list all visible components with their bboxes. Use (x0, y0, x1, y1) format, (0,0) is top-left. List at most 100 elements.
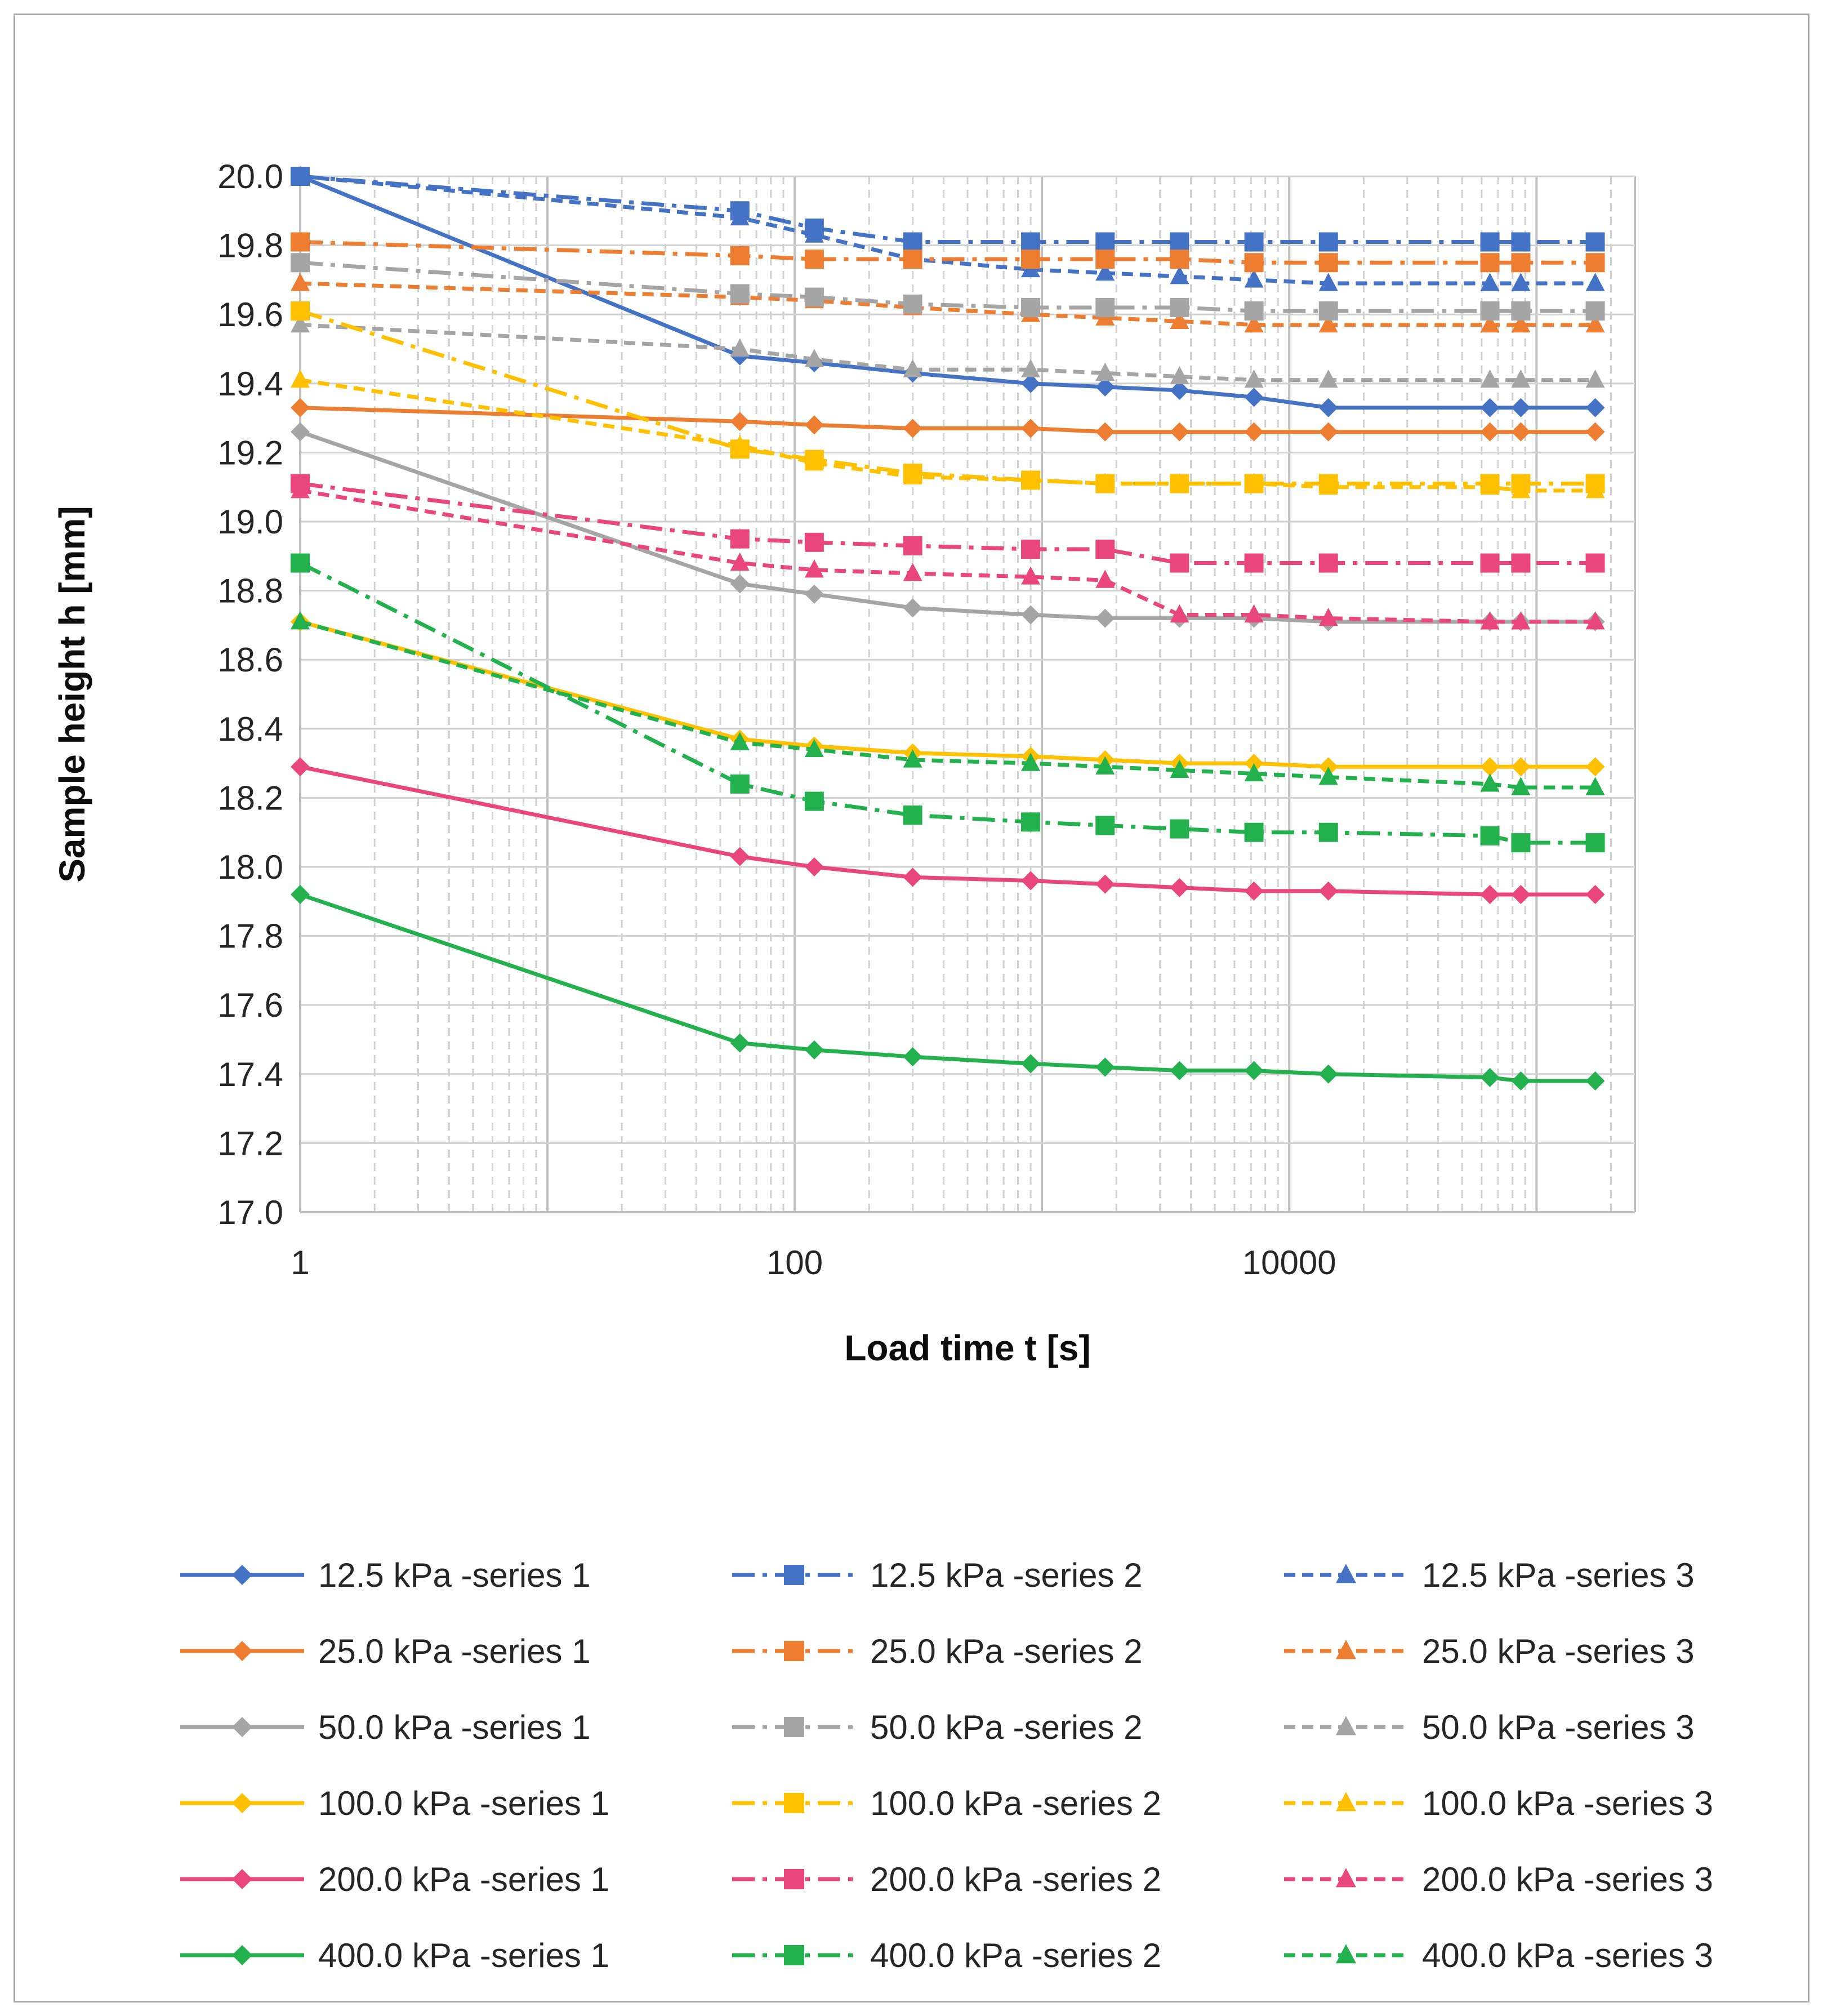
series-3 (291, 166, 1605, 291)
triangle-marker (903, 359, 922, 377)
series-line (300, 482, 1595, 566)
series-2 (291, 167, 1605, 252)
legend-entry: 25.0 kPa -series 3 (1284, 1632, 1695, 1670)
legend-entry: 50.0 kPa -series 2 (732, 1708, 1143, 1746)
diamond-marker (1511, 398, 1531, 417)
triangle-marker (1585, 369, 1605, 388)
square-marker (1480, 232, 1500, 252)
diamond-marker (804, 584, 824, 604)
diamond-marker (1511, 1071, 1531, 1091)
triangle-marker (1318, 273, 1338, 291)
legend-label: 12.5 kPa -series 1 (318, 1556, 591, 1594)
triangle-marker (1095, 473, 1115, 492)
series-line (300, 239, 1595, 265)
triangle-marker (730, 552, 750, 571)
square-marker (1511, 232, 1531, 252)
diamond-marker (1021, 419, 1041, 438)
diamond-marker (1095, 874, 1115, 894)
series-line (299, 561, 1595, 845)
series-line (300, 620, 1595, 790)
triangle-marker (1021, 753, 1041, 771)
triangle-marker (730, 732, 750, 750)
square-marker (1480, 301, 1500, 321)
legend-entry: 25.0 kPa -series 2 (732, 1632, 1143, 1670)
diamond-marker (1318, 398, 1338, 417)
square-marker (730, 529, 750, 549)
diamond-marker (1244, 388, 1264, 407)
diamond-marker (232, 1565, 252, 1585)
legend-entry: 100.0 kPa -series 1 (180, 1784, 609, 1822)
x-tick-label: 100 (766, 1244, 823, 1281)
triangle-marker (1244, 269, 1264, 288)
diamond-marker (903, 1047, 922, 1067)
diamond-marker (1244, 881, 1264, 901)
diamond-marker (1480, 757, 1500, 777)
triangle-marker (1585, 314, 1605, 333)
square-marker (1095, 540, 1115, 559)
square-marker (1095, 232, 1115, 252)
x-tick-label: 10000 (1242, 1244, 1336, 1281)
triangle-marker (1170, 604, 1189, 623)
triangle-marker (1170, 310, 1189, 330)
x-tick-label: 1 (291, 1244, 309, 1281)
triangle-marker (903, 466, 922, 484)
square-marker (1021, 297, 1041, 317)
diamond-marker (903, 598, 922, 618)
triangle-marker (1095, 569, 1115, 588)
triangle-marker (730, 338, 750, 357)
legend-entry: 50.0 kPa -series 1 (180, 1708, 591, 1746)
plot-series (291, 166, 1605, 1091)
diamond-marker (1244, 1061, 1264, 1080)
axes: 17.0 17.2 17.4 17.6 17.8 18.0 18.2 18.4 18.6 18.8… (52, 158, 1635, 1368)
diamond-marker (1021, 1054, 1041, 1074)
triangle-marker (730, 435, 750, 453)
legend-label: 50.0 kPa -series 3 (1422, 1708, 1695, 1746)
triangle-marker (1170, 759, 1189, 778)
square-marker (1170, 553, 1189, 573)
triangle-marker (1585, 777, 1605, 795)
legend-entry: 25.0 kPa -series 1 (180, 1632, 591, 1670)
square-marker (1318, 232, 1338, 252)
diamond-marker (1480, 422, 1500, 442)
square-marker (291, 301, 310, 321)
square-marker (1585, 253, 1605, 273)
legend-label: 50.0 kPa -series 1 (318, 1708, 591, 1746)
square-marker (1021, 250, 1041, 269)
diamond-marker (232, 1869, 252, 1889)
square-marker (1244, 553, 1264, 573)
triangle-marker (1021, 359, 1041, 377)
y-tick-label: 18.2 (217, 779, 283, 817)
square-marker (1585, 833, 1605, 853)
square-marker (804, 532, 824, 552)
chart-frame (14, 14, 1809, 2002)
diamond-marker (291, 422, 310, 442)
legend-label: 25.0 kPa -series 1 (318, 1632, 591, 1670)
square-marker (1244, 253, 1264, 273)
legend-label: 100.0 kPa -series 2 (870, 1784, 1161, 1822)
legend-label: 100.0 kPa -series 1 (318, 1784, 609, 1822)
diamond-marker (1095, 1057, 1115, 1077)
diamond-marker (1021, 373, 1041, 393)
series-14 (291, 474, 1605, 573)
diamond-marker (1511, 757, 1531, 777)
triangle-marker (804, 738, 824, 758)
triangle-marker (1511, 369, 1531, 388)
diamond-marker (1170, 381, 1189, 400)
square-marker (1095, 297, 1115, 317)
diamond-marker (232, 1641, 252, 1661)
square-marker (1021, 232, 1041, 252)
triangle-marker (1021, 469, 1041, 488)
diamond-marker (232, 1945, 252, 1965)
x-axis-title: Load time t [s] (844, 1328, 1090, 1368)
triangle-marker (1480, 273, 1500, 291)
triangle-marker (291, 369, 310, 388)
diamond-marker (1244, 422, 1264, 442)
triangle-marker (291, 273, 310, 291)
square-marker (291, 253, 310, 273)
triangle-marker (1511, 777, 1531, 795)
diamond-marker (1511, 422, 1531, 442)
y-tick-label: 18.4 (217, 710, 283, 748)
square-marker (1318, 822, 1338, 842)
series-12 (291, 369, 1605, 499)
triangle-marker (1585, 273, 1605, 291)
